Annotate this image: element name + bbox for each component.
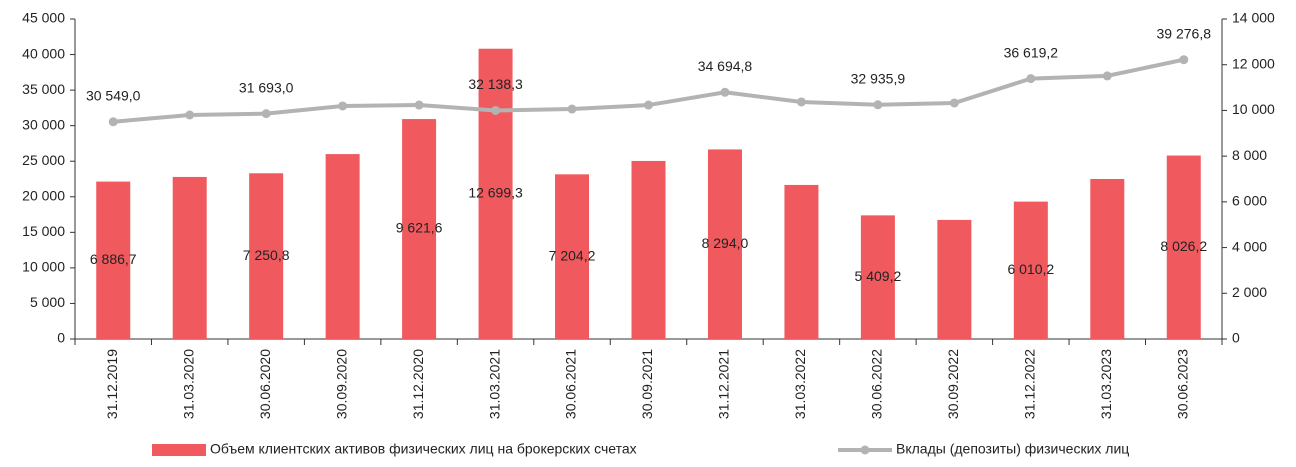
bar-value-label: 7 250,8: [243, 247, 290, 263]
x-tick-label: 31.12.2019: [104, 349, 120, 419]
line-marker: [338, 101, 348, 111]
y-tick-label: 0: [57, 330, 65, 346]
y-tick-label: 10 000: [22, 259, 65, 275]
line-marker: [1026, 74, 1036, 84]
x-tick-label: 31.03.2021: [486, 349, 502, 419]
x-tick-label: 30.06.2022: [869, 349, 885, 419]
y-tick-label: 35 000: [22, 81, 65, 97]
bar-value-label: 8 294,0: [702, 235, 749, 251]
y-tick-label: 25 000: [22, 152, 65, 168]
x-tick-label: 30.09.2021: [639, 349, 655, 419]
bar-value-label: 12 699,3: [468, 185, 523, 201]
line-value-label: 30 549,0: [86, 87, 141, 103]
bar: [96, 181, 131, 339]
bar: [1166, 155, 1201, 339]
y2-tick-label: 6 000: [1232, 193, 1267, 209]
y-tick-label: 30 000: [22, 116, 65, 132]
line-value-label: 32 138,3: [468, 76, 523, 92]
line-marker: [414, 100, 424, 110]
x-tick-label: 31.03.2020: [180, 349, 196, 419]
bar-value-label: 6 010,2: [1007, 261, 1054, 277]
line-marker: [949, 98, 959, 108]
bar-value-label: 8 026,2: [1160, 238, 1207, 254]
bar: [325, 154, 360, 339]
bar: [402, 119, 437, 339]
x-tick-label: 31.12.2022: [1022, 349, 1038, 419]
y-tick-label: 45 000: [22, 10, 65, 26]
line-value-label: 39 276,8: [1157, 25, 1212, 41]
line-marker: [720, 87, 730, 97]
bar: [631, 160, 666, 339]
legend-label: Объем клиентских активов физических лиц …: [210, 441, 637, 457]
legend-marker: [860, 445, 870, 455]
x-tick-label: 31.12.2020: [410, 349, 426, 419]
line-marker: [185, 110, 195, 120]
x-tick-label: 31.03.2023: [1098, 349, 1114, 419]
bar: [707, 149, 742, 339]
legend-label: Вклады (депозиты) физических лиц: [896, 441, 1129, 457]
x-tick-label: 30.09.2022: [945, 349, 961, 419]
bar: [1013, 201, 1048, 339]
x-tick-label: 30.09.2020: [333, 349, 349, 419]
y2-tick-label: 14 000: [1232, 10, 1275, 26]
y2-tick-label: 2 000: [1232, 284, 1267, 300]
y-tick-label: 15 000: [22, 223, 65, 239]
bar: [478, 48, 513, 339]
bar: [555, 174, 590, 339]
bar-value-label: 9 621,6: [396, 220, 443, 236]
legend-swatch: [152, 444, 206, 456]
x-tick-label: 31.03.2022: [792, 349, 808, 419]
x-tick-label: 30.06.2023: [1174, 349, 1190, 419]
bar: [784, 184, 819, 339]
y2-tick-label: 10 000: [1232, 101, 1275, 117]
line-marker: [796, 97, 806, 107]
bar: [249, 173, 284, 339]
line-value-label: 31 693,0: [239, 79, 294, 95]
x-tick-label: 30.06.2021: [563, 349, 579, 419]
y2-tick-label: 0: [1232, 330, 1240, 346]
line-marker: [261, 109, 271, 119]
line-marker: [873, 100, 883, 110]
line-value-label: 34 694,8: [698, 58, 753, 74]
line-marker: [644, 100, 653, 110]
x-tick-label: 31.12.2021: [716, 349, 732, 419]
bar-value-label: 6 886,7: [90, 251, 137, 267]
y2-tick-label: 8 000: [1232, 147, 1267, 163]
y-tick-label: 40 000: [22, 45, 65, 61]
x-tick-label: 30.06.2020: [257, 349, 273, 419]
y-tick-label: 5 000: [30, 294, 65, 310]
line-value-label: 32 935,9: [851, 70, 906, 86]
line-marker: [108, 117, 118, 127]
bar-value-label: 5 409,2: [855, 268, 902, 284]
bar: [860, 215, 895, 339]
line-marker: [1102, 71, 1112, 81]
y-tick-label: 20 000: [22, 187, 65, 203]
line-marker: [1179, 55, 1189, 65]
bar: [172, 176, 207, 339]
line-marker: [567, 104, 577, 114]
y2-tick-label: 4 000: [1232, 238, 1267, 254]
y2-tick-label: 12 000: [1232, 55, 1275, 71]
bar: [937, 219, 972, 339]
line-marker: [491, 105, 501, 115]
bar: [1090, 179, 1125, 339]
line-value-label: 36 619,2: [1004, 44, 1059, 60]
bar-value-label: 7 204,2: [549, 247, 596, 263]
